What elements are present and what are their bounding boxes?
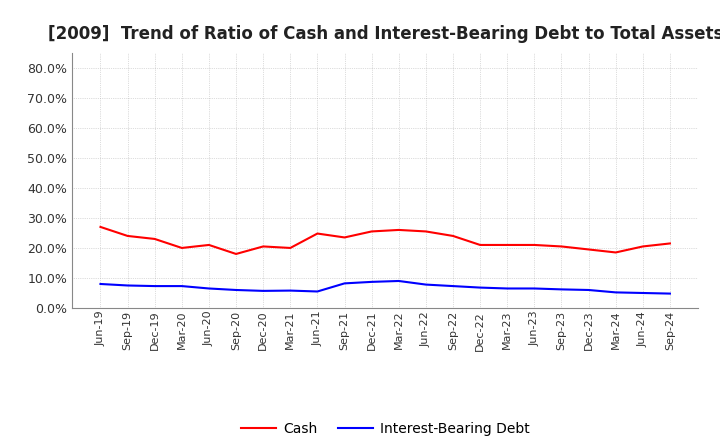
Interest-Bearing Debt [204, 286, 213, 291]
Interest-Bearing Debt [503, 286, 511, 291]
Interest-Bearing Debt [96, 281, 105, 286]
Interest-Bearing Debt [123, 283, 132, 288]
Cash [341, 235, 349, 240]
Cash [611, 250, 620, 255]
Cash [665, 241, 674, 246]
Line: Interest-Bearing Debt: Interest-Bearing Debt [101, 281, 670, 293]
Interest-Bearing Debt [665, 291, 674, 296]
Interest-Bearing Debt [557, 287, 566, 292]
Interest-Bearing Debt [150, 283, 159, 289]
Interest-Bearing Debt [395, 279, 403, 284]
Legend: Cash, Interest-Bearing Debt: Cash, Interest-Bearing Debt [235, 416, 535, 440]
Cash [530, 242, 539, 248]
Line: Cash: Cash [101, 227, 670, 254]
Interest-Bearing Debt [530, 286, 539, 291]
Cash [584, 247, 593, 252]
Interest-Bearing Debt [286, 288, 294, 293]
Cash [286, 246, 294, 251]
Title: [2009]  Trend of Ratio of Cash and Interest-Bearing Debt to Total Assets: [2009] Trend of Ratio of Cash and Intere… [48, 25, 720, 43]
Cash [259, 244, 268, 249]
Interest-Bearing Debt [476, 285, 485, 290]
Cash [476, 242, 485, 248]
Interest-Bearing Debt [639, 290, 647, 296]
Interest-Bearing Debt [584, 287, 593, 293]
Interest-Bearing Debt [367, 279, 376, 285]
Interest-Bearing Debt [449, 283, 457, 289]
Interest-Bearing Debt [341, 281, 349, 286]
Cash [449, 233, 457, 238]
Cash [204, 242, 213, 248]
Cash [123, 233, 132, 238]
Interest-Bearing Debt [611, 290, 620, 295]
Cash [96, 224, 105, 230]
Interest-Bearing Debt [232, 287, 240, 293]
Cash [639, 244, 647, 249]
Cash [503, 242, 511, 248]
Cash [395, 227, 403, 233]
Interest-Bearing Debt [421, 282, 430, 287]
Interest-Bearing Debt [313, 289, 322, 294]
Cash [557, 244, 566, 249]
Cash [313, 231, 322, 236]
Interest-Bearing Debt [259, 288, 268, 293]
Cash [150, 236, 159, 242]
Cash [178, 246, 186, 251]
Cash [421, 229, 430, 234]
Cash [232, 251, 240, 257]
Interest-Bearing Debt [178, 283, 186, 289]
Cash [367, 229, 376, 234]
